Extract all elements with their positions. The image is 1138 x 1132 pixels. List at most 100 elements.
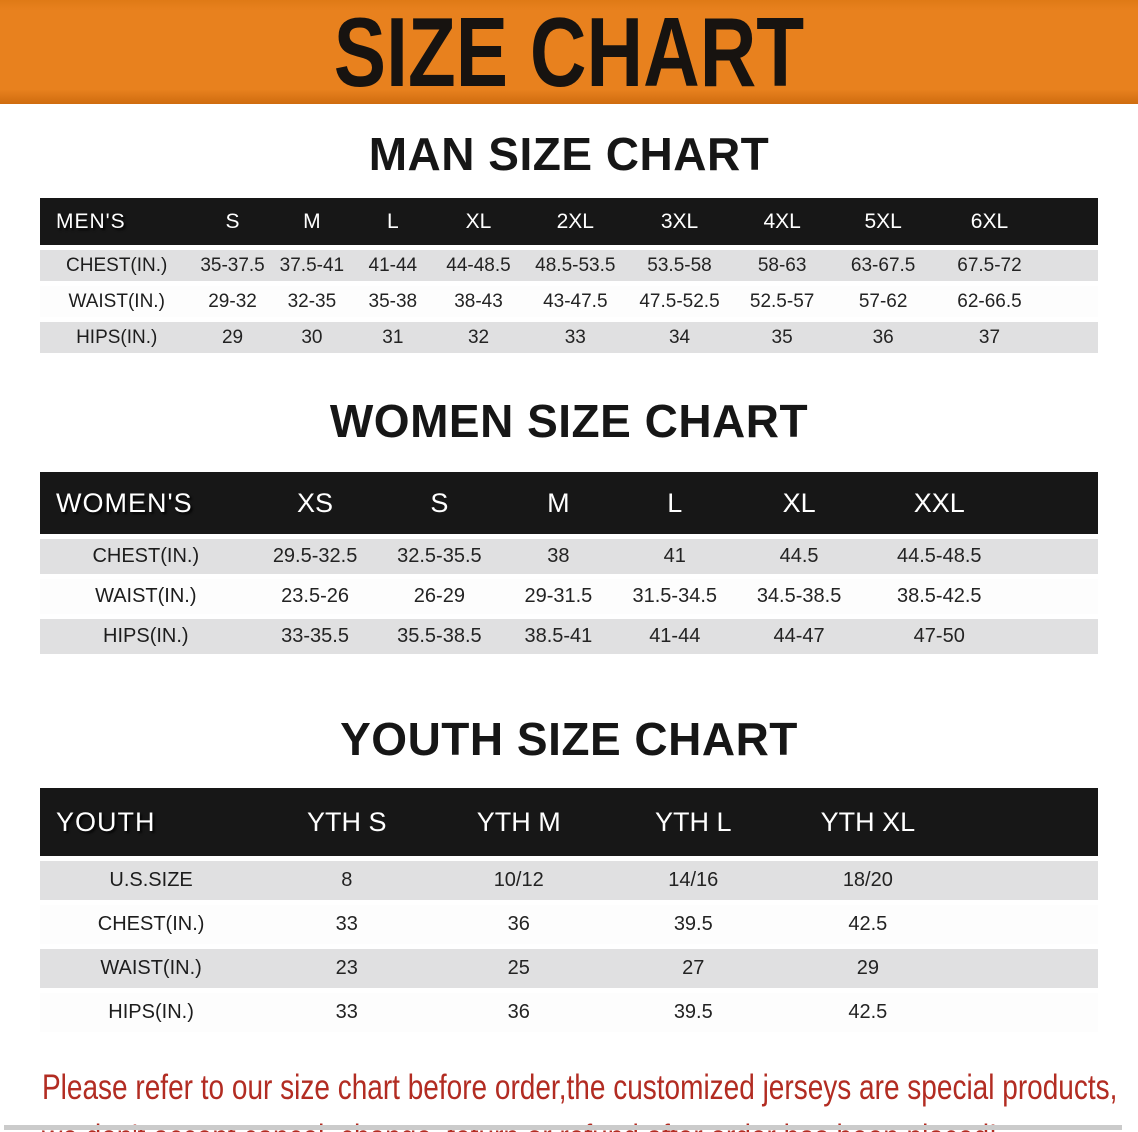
disclaimer: Please refer to our size chart before or… [42, 1063, 1138, 1132]
spacer-cell [1045, 319, 1098, 358]
value-cell: 47.5-52.5 [627, 283, 732, 322]
value-cell: 34 [627, 319, 732, 358]
womens-size-header: L [616, 472, 733, 539]
value-cell: 33 [262, 902, 432, 949]
value-cell: 43-47.5 [523, 283, 628, 322]
value-cell: 41-44 [616, 616, 733, 659]
value-cell: 38 [500, 536, 617, 579]
youth-size-header: YTH M [431, 788, 606, 861]
value-cell: 41 [616, 536, 733, 579]
value-cell: 33-35.5 [251, 616, 379, 659]
womens-size-header: XXL [865, 472, 1014, 539]
womens-size-header: S [378, 472, 501, 539]
disclaimer-line-1: Please refer to our size chart before or… [42, 1068, 1118, 1107]
row-label: CHEST(IN.) [40, 247, 194, 286]
value-cell: 10/12 [431, 858, 606, 905]
spacer-cell [1013, 616, 1098, 659]
youth-waist-row: WAIST(IN.) 23 25 27 29 [40, 946, 1098, 993]
man-size-chart-heading: MAN SIZE CHART [368, 128, 770, 180]
spacer-cell [1045, 247, 1098, 286]
value-cell: 33 [262, 990, 432, 1037]
value-cell: 48.5-53.5 [523, 247, 628, 286]
value-cell: 38.5-41 [500, 616, 617, 659]
mens-chest-row: CHEST(IN.) 35-37.5 37.5-41 41-44 44-48.5… [40, 247, 1098, 286]
row-label: WAIST(IN.) [40, 946, 263, 993]
value-cell: 36 [832, 319, 934, 358]
value-cell: 39.5 [606, 990, 781, 1037]
value-cell: 32-35 [271, 283, 353, 322]
youth-chest-row: CHEST(IN.) 33 36 39.5 42.5 [40, 902, 1098, 949]
value-cell: 30 [271, 319, 353, 358]
value-cell: 63-67.5 [832, 247, 934, 286]
row-label: HIPS(IN.) [40, 616, 252, 659]
row-label: HIPS(IN.) [40, 319, 194, 358]
row-label: WAIST(IN.) [40, 283, 194, 322]
mens-waist-row: WAIST(IN.) 29-32 32-35 35-38 38-43 43-47… [40, 283, 1098, 322]
value-cell: 27 [606, 946, 781, 993]
value-cell: 37.5-41 [271, 247, 353, 286]
value-cell: 53.5-58 [627, 247, 732, 286]
value-cell: 35 [731, 319, 833, 358]
value-cell: 36 [431, 990, 606, 1037]
value-cell: 36 [431, 902, 606, 949]
value-cell: 23.5-26 [251, 576, 379, 619]
value-cell: 52.5-57 [731, 283, 833, 322]
mens-size-header: M [271, 198, 353, 250]
youth-size-header: YTH XL [780, 788, 956, 861]
value-cell: 31 [352, 319, 434, 358]
mens-size-header: 2XL [523, 198, 628, 250]
spacer-cell [955, 946, 1098, 993]
youth-size-chart-heading: YOUTH SIZE CHART [340, 713, 798, 765]
value-cell: 34.5-38.5 [732, 576, 866, 619]
womens-hips-row: HIPS(IN.) 33-35.5 35.5-38.5 38.5-41 41-4… [40, 616, 1098, 659]
value-cell: 23 [262, 946, 432, 993]
spacer-cell [1013, 472, 1098, 539]
value-cell: 31.5-34.5 [616, 576, 733, 619]
banner-title: SIZE CHART [333, 0, 805, 107]
value-cell: 38.5-42.5 [865, 576, 1014, 619]
value-cell: 44.5 [732, 536, 866, 579]
youth-group-label: YOUTH [40, 788, 263, 861]
value-cell: 33 [523, 319, 628, 358]
bottom-edge-strip [4, 1125, 1122, 1130]
value-cell: 25 [431, 946, 606, 993]
spacer-cell [955, 788, 1098, 861]
youth-size-header: YTH S [262, 788, 432, 861]
row-label: HIPS(IN.) [40, 990, 263, 1037]
value-cell: 41-44 [352, 247, 434, 286]
value-cell: 58-63 [731, 247, 833, 286]
value-cell: 26-29 [378, 576, 501, 619]
value-cell: 32 [433, 319, 524, 358]
value-cell: 47-50 [865, 616, 1014, 659]
spacer-cell [955, 990, 1098, 1037]
value-cell: 35-37.5 [193, 247, 272, 286]
youth-size-header: YTH L [606, 788, 781, 861]
row-label: CHEST(IN.) [40, 902, 263, 949]
value-cell: 32.5-35.5 [378, 536, 501, 579]
mens-size-header: L [352, 198, 434, 250]
value-cell: 29-31.5 [500, 576, 617, 619]
mens-hips-row: HIPS(IN.) 29 30 31 32 33 34 35 36 37 [40, 319, 1098, 358]
womens-size-header: XL [732, 472, 866, 539]
value-cell: 67.5-72 [933, 247, 1046, 286]
mens-size-header: XL [433, 198, 524, 250]
spacer-cell [1045, 198, 1098, 250]
womens-group-label: WOMEN'S [40, 472, 252, 539]
value-cell: 38-43 [433, 283, 524, 322]
value-cell: 44.5-48.5 [865, 536, 1014, 579]
youth-header-row: YOUTH YTH S YTH M YTH L YTH XL [40, 788, 1098, 861]
womens-size-header: XS [251, 472, 379, 539]
value-cell: 35-38 [352, 283, 434, 322]
size-chart-banner: SIZE CHART [0, 0, 1138, 104]
womens-header-row: WOMEN'S XS S M L XL XXL [40, 472, 1098, 539]
value-cell: 62-66.5 [933, 283, 1046, 322]
youth-hips-row: HIPS(IN.) 33 36 39.5 42.5 [40, 990, 1098, 1037]
value-cell: 42.5 [780, 990, 956, 1037]
mens-group-label: MEN'S [40, 198, 194, 250]
spacer-cell [1045, 283, 1098, 322]
value-cell: 39.5 [606, 902, 781, 949]
womens-waist-row: WAIST(IN.) 23.5-26 26-29 29-31.5 31.5-34… [40, 576, 1098, 619]
value-cell: 44-48.5 [433, 247, 524, 286]
value-cell: 57-62 [832, 283, 934, 322]
